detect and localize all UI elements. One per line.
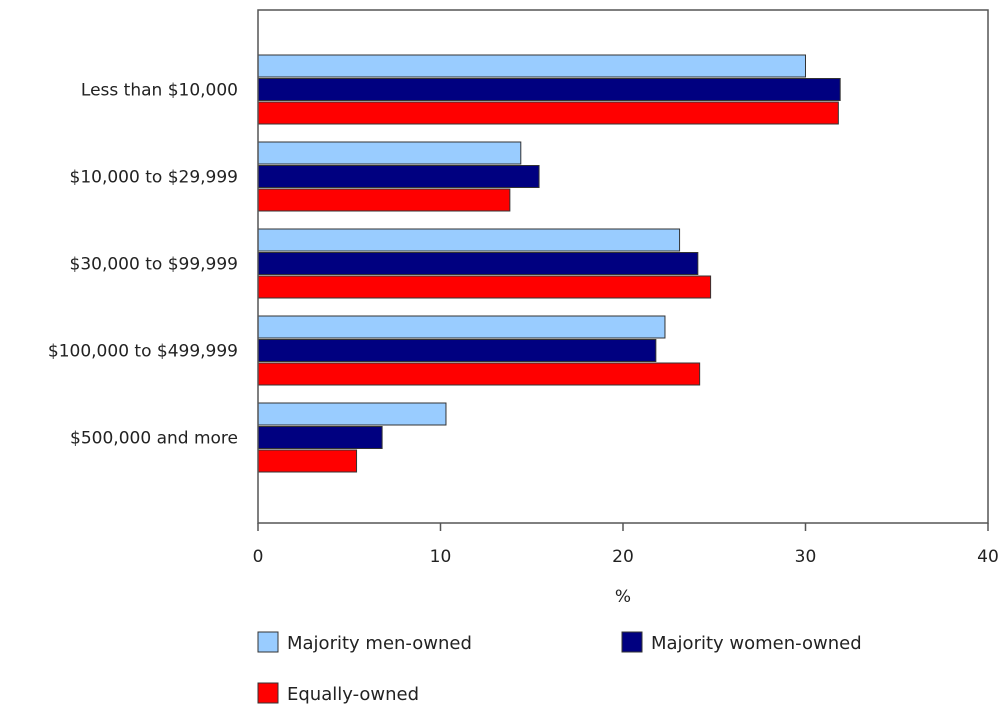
category-label: $100,000 to $499,999 [48, 341, 238, 361]
x-tick-label: 40 [977, 547, 999, 567]
legend-swatch-2 [621, 631, 643, 653]
bar-2-3 [257, 252, 699, 275]
legend: Majority men-owned Majority women-owned Eq… [257, 631, 862, 704]
category-label: $500,000 and more [70, 428, 238, 448]
x-tick-label: 0 [253, 547, 264, 567]
bar-3-2 [257, 188, 511, 212]
bar-1-2 [257, 141, 522, 165]
bar-2-1 [257, 78, 841, 101]
bar-3-5 [257, 449, 358, 473]
bar-3-1 [257, 101, 839, 125]
bar-2-5 [257, 426, 383, 449]
x-tick-label: 10 [430, 547, 452, 567]
legend-label-2: Majority women-owned [651, 633, 862, 654]
bar-2-4 [257, 339, 657, 362]
legend-label-1: Majority men-owned [287, 633, 472, 654]
bars-group [257, 54, 841, 473]
bar-3-3 [257, 275, 712, 299]
category-label: $10,000 to $29,999 [70, 167, 238, 187]
legend-swatch-1 [257, 631, 279, 653]
category-label: Less than $10,000 [81, 80, 238, 100]
x-tick-label: 20 [612, 547, 634, 567]
category-labels: Less than $10,000 $10,000 to $29,999 $30,0… [48, 80, 238, 448]
legend-swatch-3 [257, 682, 279, 704]
bar-1-5 [257, 402, 447, 426]
bar-1-1 [257, 54, 806, 78]
legend-label-3: Equally-owned [287, 684, 419, 704]
category-label: $30,000 to $99,999 [70, 254, 238, 274]
bar-1-3 [257, 228, 681, 252]
bar-3-4 [257, 362, 701, 386]
x-axis-label: % [615, 587, 631, 607]
bar-2-2 [257, 165, 540, 188]
x-tick-label: 30 [795, 547, 817, 567]
bar-1-4 [257, 315, 666, 339]
x-axis-ticks: 0 10 20 30 40 [253, 523, 999, 567]
